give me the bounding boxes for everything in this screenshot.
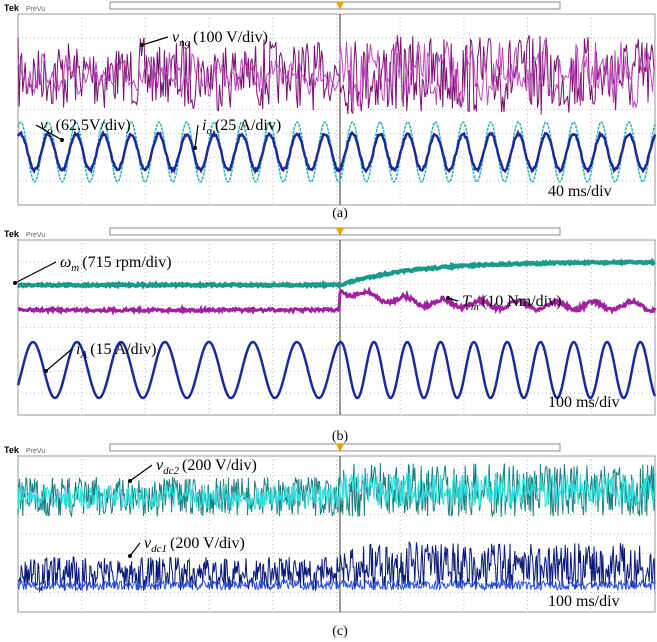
subscript: o xyxy=(206,125,212,137)
caption: (a) xyxy=(332,206,348,221)
subscript: m xyxy=(471,301,479,313)
timebase: 40 ms/div xyxy=(548,183,612,200)
subscript: A xyxy=(79,349,87,361)
arrow-head xyxy=(128,554,132,558)
scale: (100 V/div) xyxy=(193,29,268,46)
arrow-head xyxy=(60,138,64,142)
subscript: m xyxy=(71,262,79,274)
arrow-head xyxy=(140,43,144,47)
timebase: 100 ms/div xyxy=(548,394,620,411)
scale: (715 rpm/div) xyxy=(82,254,171,271)
arrow-head xyxy=(13,281,17,285)
scale: (25 A/div) xyxy=(215,117,281,134)
arrow-head xyxy=(446,296,450,300)
scale: (15 A/div) xyxy=(90,341,156,358)
arrow-head xyxy=(193,146,197,150)
caption: (c) xyxy=(332,624,348,639)
symbol: ω xyxy=(60,254,71,271)
subscript: ng xyxy=(179,37,191,49)
record-bar xyxy=(110,228,560,235)
scale: (200 V/div) xyxy=(182,457,257,474)
arrow-head xyxy=(44,369,48,373)
record-bar xyxy=(110,444,560,451)
arrow-head xyxy=(128,479,132,483)
subscript: dc2 xyxy=(163,465,179,477)
subscript: dc1 xyxy=(151,543,167,555)
scale: (62.5V/div) xyxy=(56,117,131,134)
record-bar xyxy=(110,2,560,9)
brand: Tek xyxy=(4,445,20,455)
oscilloscope-figure: TekPreVuvng(100 V/div)vo(62.5V/div)io(25… xyxy=(0,0,657,642)
mode: PreVu xyxy=(26,6,45,13)
brand: Tek xyxy=(4,3,20,13)
brand: Tek xyxy=(4,229,20,239)
subscript: o xyxy=(47,125,53,137)
mode: PreVu xyxy=(26,232,45,239)
mode: PreVu xyxy=(26,448,45,455)
scale: (200 V/div) xyxy=(170,535,245,552)
timebase: 100 ms/div xyxy=(548,593,620,610)
caption: (b) xyxy=(332,429,349,444)
scale: (10 Nm/div) xyxy=(482,293,562,310)
